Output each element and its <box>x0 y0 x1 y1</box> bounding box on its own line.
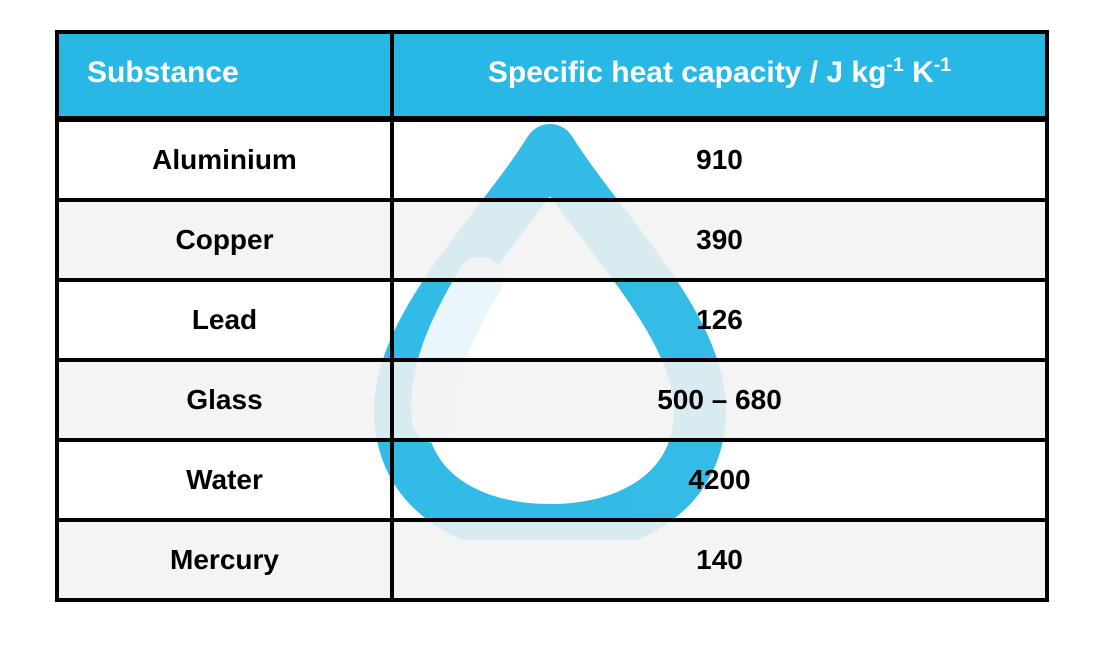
table-row: Lead 126 <box>57 280 1047 360</box>
cell-value: 140 <box>392 520 1047 600</box>
heat-capacity-table: Substance Specific heat capacity / J kg-… <box>55 30 1045 602</box>
cell-value: 500 – 680 <box>392 360 1047 440</box>
table-row: Glass 500 – 680 <box>57 360 1047 440</box>
cell-substance: Water <box>57 440 392 520</box>
cell-substance: Glass <box>57 360 392 440</box>
cell-value: 910 <box>392 119 1047 200</box>
cell-value: 390 <box>392 200 1047 280</box>
table: Substance Specific heat capacity / J kg-… <box>55 30 1049 602</box>
table-row: Copper 390 <box>57 200 1047 280</box>
col-header-substance: Substance <box>57 32 392 119</box>
cell-value: 4200 <box>392 440 1047 520</box>
cell-substance: Aluminium <box>57 119 392 200</box>
table-row: Aluminium 910 <box>57 119 1047 200</box>
col-header-shc-text: Specific heat capacity / J kg-1 K-1 <box>488 56 951 89</box>
table-row: Water 4200 <box>57 440 1047 520</box>
table-row: Mercury 140 <box>57 520 1047 600</box>
cell-substance: Lead <box>57 280 392 360</box>
cell-substance: Copper <box>57 200 392 280</box>
cell-substance: Mercury <box>57 520 392 600</box>
col-header-shc: Specific heat capacity / J kg-1 K-1 <box>392 32 1047 119</box>
cell-value: 126 <box>392 280 1047 360</box>
